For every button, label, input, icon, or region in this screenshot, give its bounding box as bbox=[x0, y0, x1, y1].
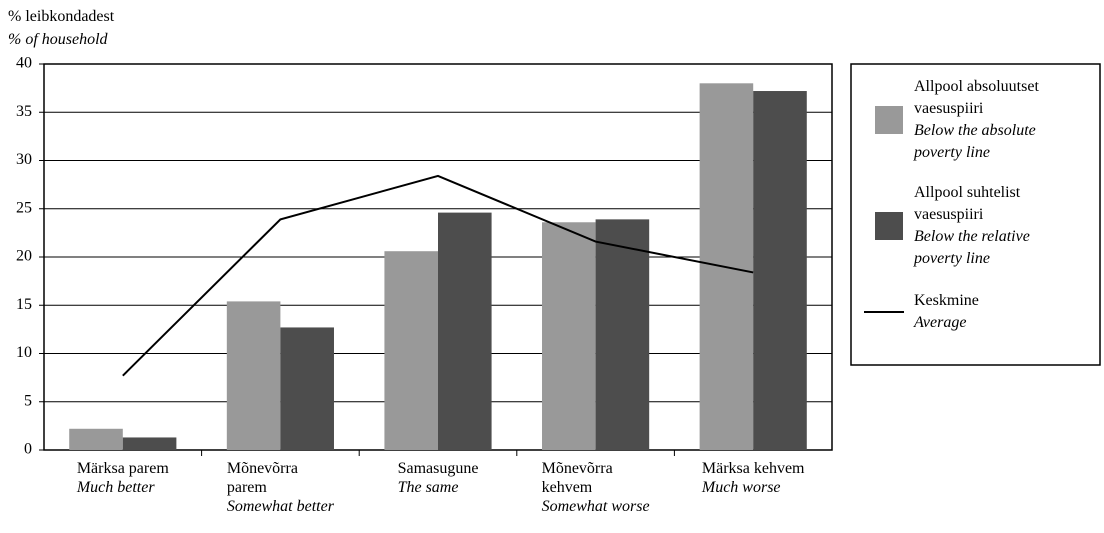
x-tick-label: kehvem bbox=[541, 479, 593, 496]
y-tick-label: 40 bbox=[16, 55, 32, 72]
bar bbox=[122, 437, 177, 450]
x-tick-label: parem bbox=[226, 479, 267, 496]
bar bbox=[753, 91, 807, 451]
x-tick-label-en: Much worse bbox=[701, 479, 781, 496]
x-tick-label-group: Samasugune The same bbox=[398, 459, 479, 497]
bar bbox=[542, 222, 596, 450]
y-tick-label: 35 bbox=[16, 103, 32, 120]
x-tick-label-group: Märksa parem Much better bbox=[77, 459, 169, 497]
x-tick-label-en: Much better bbox=[76, 479, 155, 496]
x-tick-label-group: Märksa kehvem Much worse bbox=[702, 459, 805, 497]
x-tick-label: Märksa kehvem bbox=[701, 460, 805, 477]
y-axis-label: % leibkondadest bbox=[8, 8, 115, 25]
y-tick-label: 25 bbox=[16, 199, 32, 216]
legend-swatch bbox=[875, 106, 903, 134]
legend-label-en: Below the absolute poverty line bbox=[914, 122, 1036, 161]
x-tick-label-group: Mõnevõrra parem Somewhat better bbox=[227, 459, 334, 516]
x-tick-label-group: Mõnevõrra kehvem Somewhat worse bbox=[542, 459, 650, 516]
x-tick-label: Mõnevõrra bbox=[226, 460, 298, 477]
bar bbox=[226, 301, 281, 450]
x-tick-label: Samasugune bbox=[397, 460, 479, 477]
y-tick-label: 5 bbox=[24, 392, 32, 409]
y-tick-label: 15 bbox=[16, 296, 32, 313]
legend-label-en: Below the relative poverty line bbox=[914, 228, 1030, 267]
y-axis-label-en: % of household bbox=[8, 31, 108, 48]
x-tick-label-block: Märksa parem Much better bbox=[77, 459, 169, 497]
x-tick-label-en: Somewhat worse bbox=[541, 498, 650, 515]
legend-label: Keskmine bbox=[914, 292, 979, 309]
y-tick-label: 30 bbox=[16, 151, 32, 168]
bar bbox=[69, 428, 123, 450]
legend-label-en: Average bbox=[914, 314, 967, 331]
x-tick-label-block: Mõnevõrra kehvem Somewhat worse bbox=[542, 459, 650, 516]
x-tick-label-block: Mõnevõrra parem Somewhat better bbox=[227, 459, 334, 516]
legend-text: Allpool absoluutset vaesuspiiri Below the… bbox=[914, 76, 1079, 164]
legend-label: Allpool suhtelist vaesuspiiri bbox=[914, 184, 1021, 223]
y-tick-label: 20 bbox=[16, 248, 32, 265]
y-tick-label: 0 bbox=[24, 441, 32, 458]
legend-swatch bbox=[875, 212, 903, 240]
x-tick-label-en: The same bbox=[397, 479, 459, 496]
legend-label: Allpool absoluutset vaesuspiiri bbox=[914, 78, 1039, 117]
legend-text: Allpool suhtelist vaesuspiiri Below the r… bbox=[914, 182, 1079, 270]
x-tick-label: Mõnevõrra bbox=[541, 460, 613, 477]
bar bbox=[280, 327, 334, 450]
y-tick-label: 10 bbox=[16, 344, 32, 361]
x-tick-label-block: Märksa kehvem Much worse bbox=[702, 459, 805, 497]
bar bbox=[595, 219, 650, 450]
bar bbox=[438, 212, 492, 450]
x-tick-label-en: Somewhat better bbox=[226, 498, 334, 515]
line-series bbox=[122, 174, 754, 377]
x-tick-label: Märksa parem bbox=[76, 460, 169, 477]
bar bbox=[384, 251, 438, 450]
x-tick-label-block: Samasugune The same bbox=[398, 459, 479, 497]
legend-text: Keskmine Average bbox=[914, 290, 1079, 334]
